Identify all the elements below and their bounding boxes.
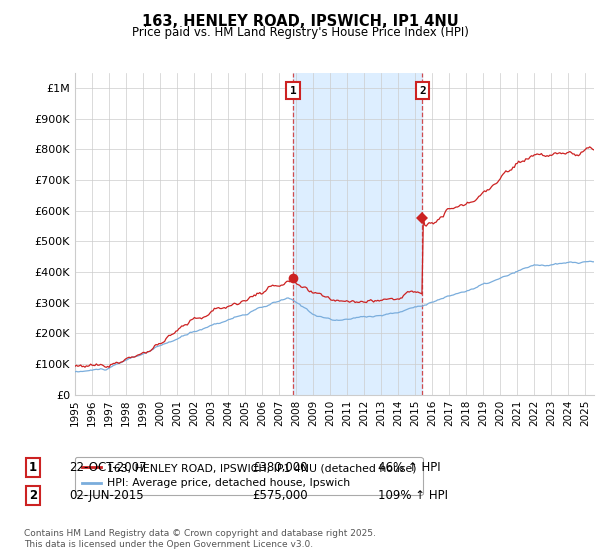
Text: 163, HENLEY ROAD, IPSWICH, IP1 4NU: 163, HENLEY ROAD, IPSWICH, IP1 4NU [142, 14, 458, 29]
Bar [293, 73, 422, 395]
Text: Price paid vs. HM Land Registry's House Price Index (HPI): Price paid vs. HM Land Registry's House … [131, 26, 469, 39]
Text: 1: 1 [290, 86, 296, 96]
Text: 2: 2 [419, 86, 426, 96]
Text: £575,000: £575,000 [252, 489, 308, 502]
Text: Contains HM Land Registry data © Crown copyright and database right 2025.
This d: Contains HM Land Registry data © Crown c… [24, 529, 376, 549]
Text: £380,000: £380,000 [252, 461, 308, 474]
Text: 109% ↑ HPI: 109% ↑ HPI [378, 489, 448, 502]
Text: 02-JUN-2015: 02-JUN-2015 [69, 489, 143, 502]
Text: 2: 2 [29, 489, 37, 502]
Text: 46% ↑ HPI: 46% ↑ HPI [378, 461, 440, 474]
Legend: 163, HENLEY ROAD, IPSWICH, IP1 4NU (detached house), HPI: Average price, detache: 163, HENLEY ROAD, IPSWICH, IP1 4NU (deta… [75, 456, 422, 495]
Text: 1: 1 [29, 461, 37, 474]
Text: 22-OCT-2007: 22-OCT-2007 [69, 461, 146, 474]
